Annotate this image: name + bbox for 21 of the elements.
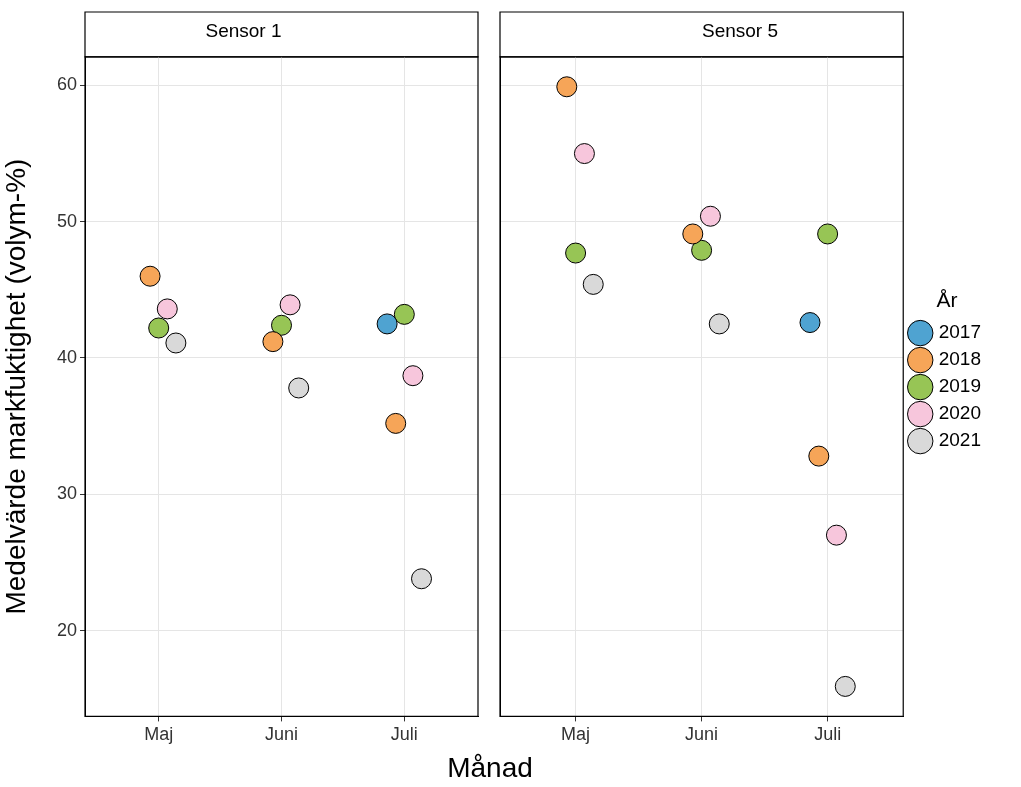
y-tick-label: 40 [56,346,77,367]
x-axis-title: Månad [446,752,534,784]
y-tick-label: 20 [56,619,77,640]
y-tick-label: 60 [56,74,77,95]
legend-title: År [936,287,958,311]
x-tick-label: Juli [390,724,418,745]
legend-label: 2020 [938,402,982,424]
y-tick-label: 50 [56,210,77,231]
x-tick-label: Juni [264,724,299,745]
y-axis-title: Medelvärde markfuktighet (volym-%) [0,158,31,615]
x-tick-label: Juli [814,724,842,745]
chart-title: Sensor 1 [205,19,282,41]
chart-title: Sensor 5 [701,19,779,41]
legend-label: 2021 [938,429,982,451]
legend-label: 2019 [938,375,982,397]
x-tick-label: Juni [685,724,719,745]
x-tick-label: Maj [144,724,174,745]
legend-label: 2017 [938,321,982,343]
y-tick-label: 30 [56,483,77,504]
x-tick-label: Maj [561,724,591,745]
legend-label: 2018 [938,348,982,370]
